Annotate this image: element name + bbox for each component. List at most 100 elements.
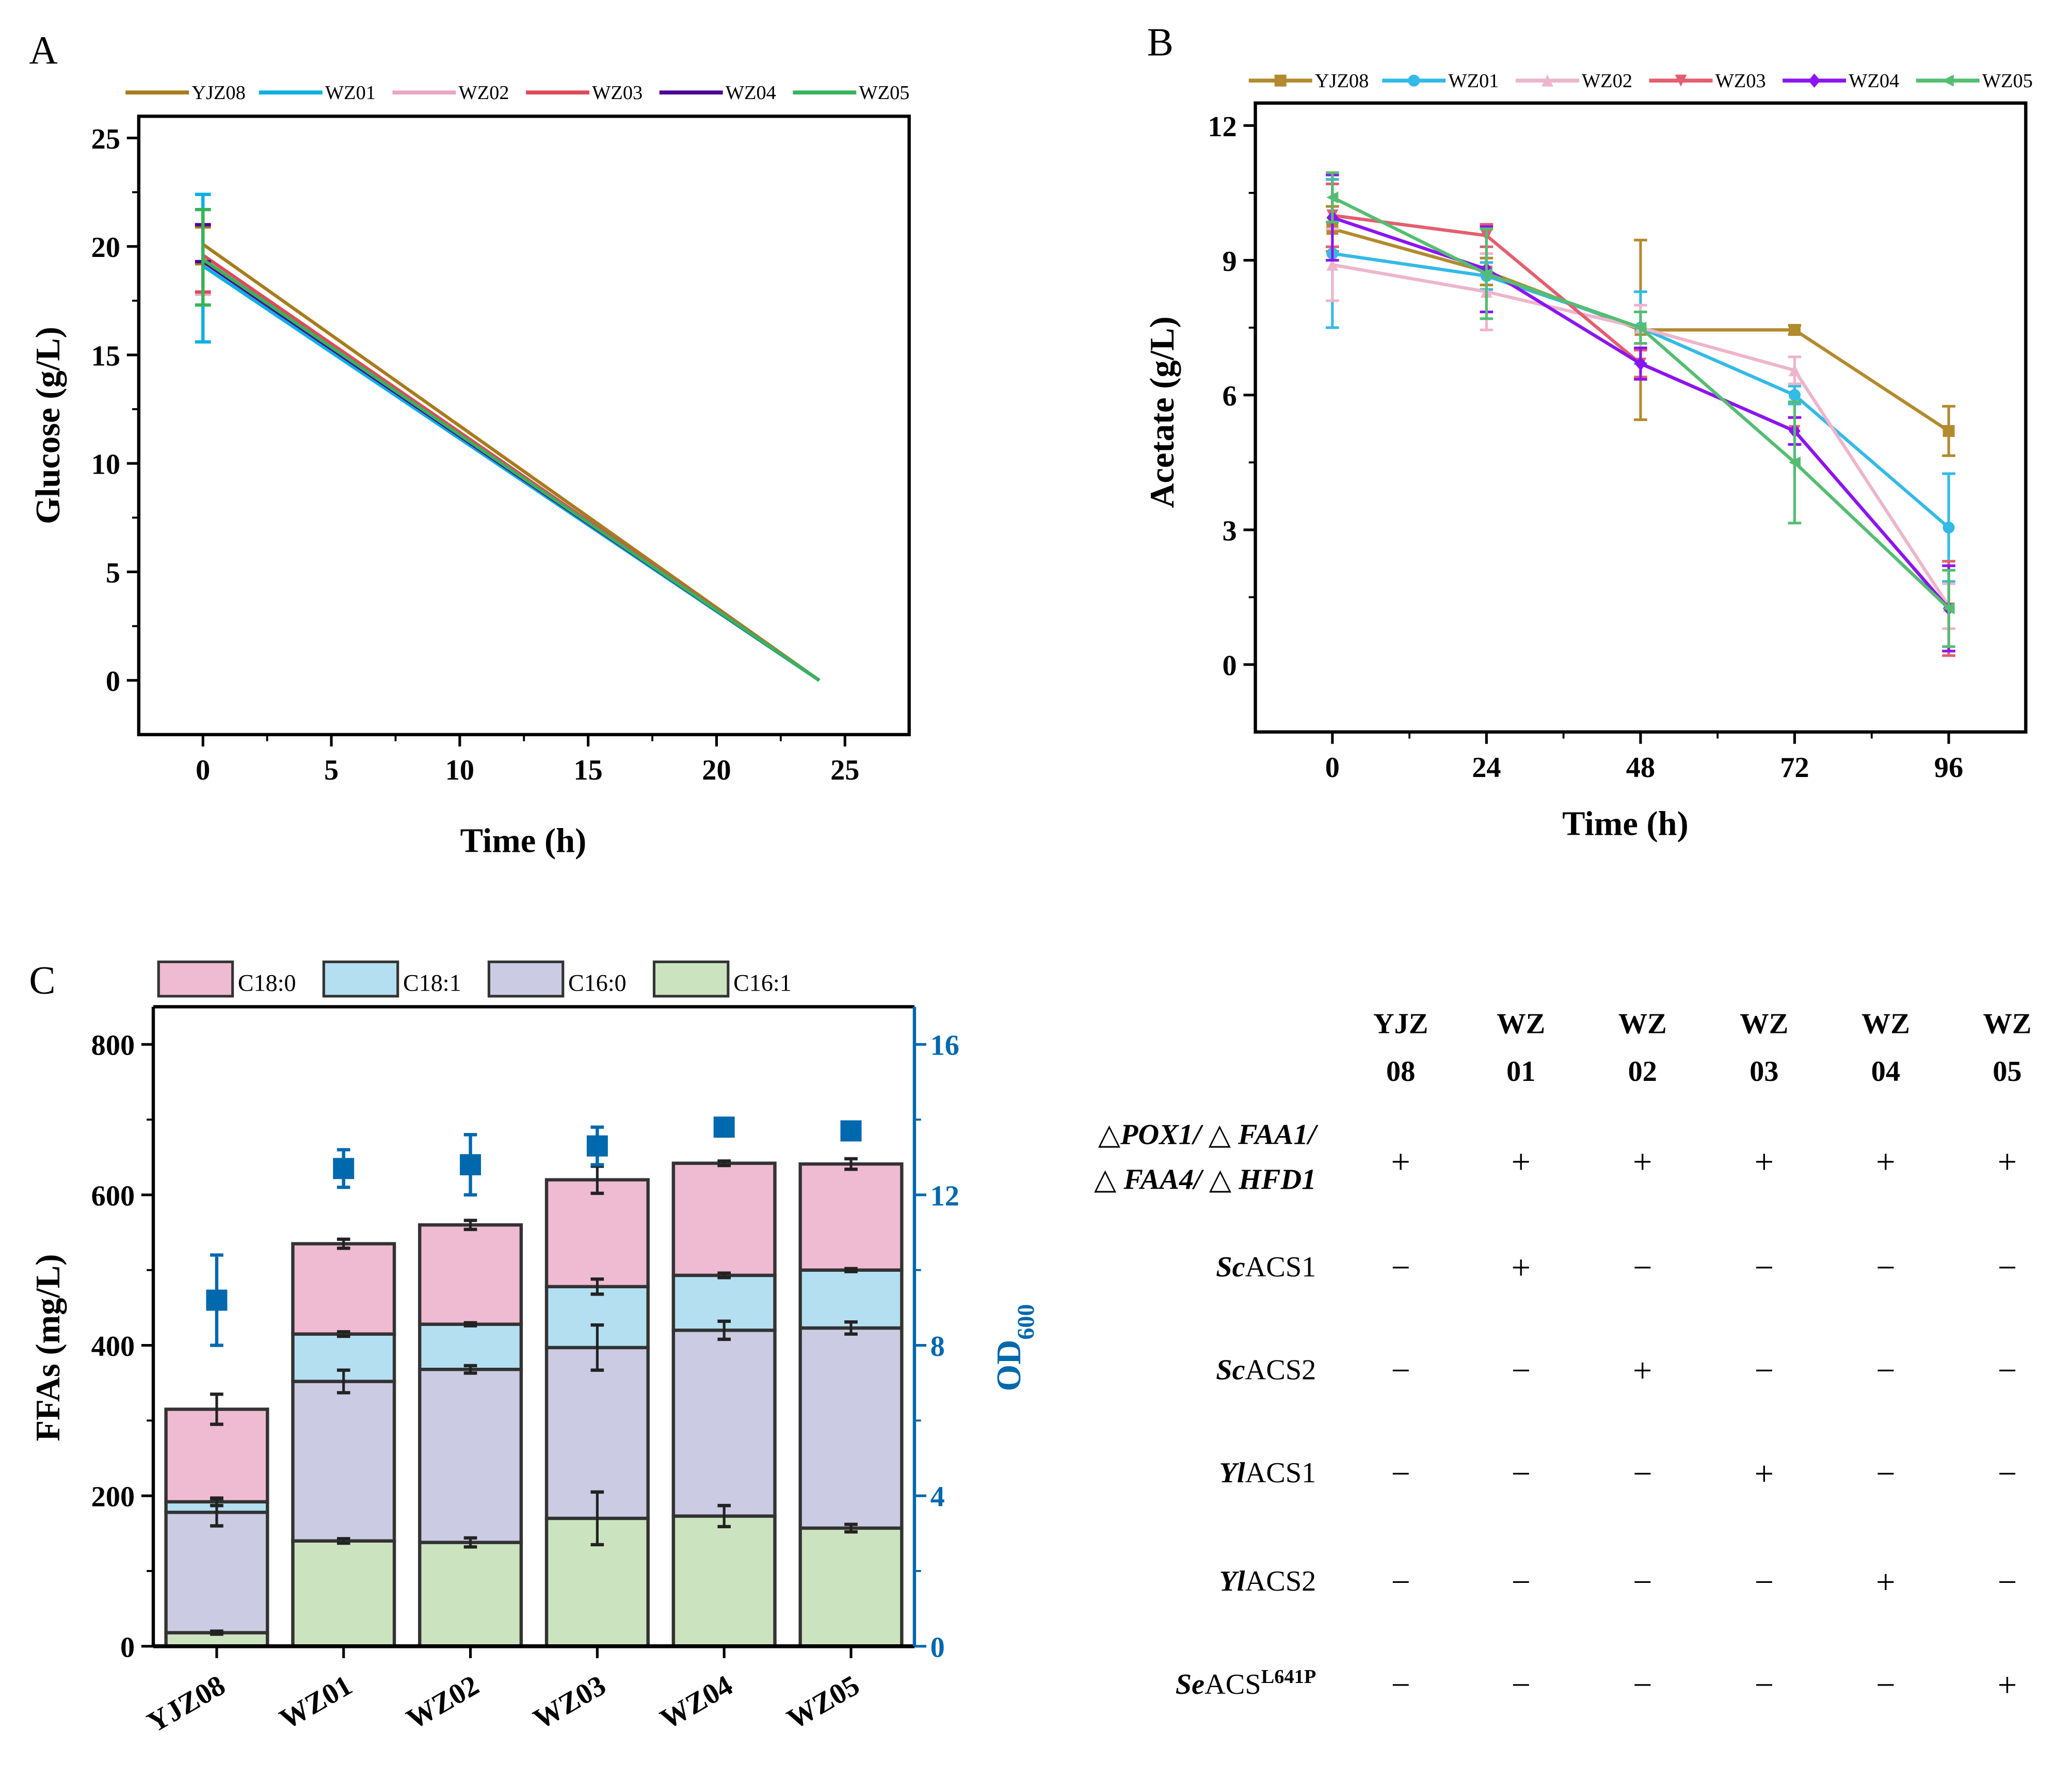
od-subscript: 600 — [1012, 1304, 1038, 1340]
legend-label-wz05: WZ05 — [1982, 70, 2033, 92]
legend-label-c18-0: C18:0 — [238, 970, 296, 996]
minus-cell: − — [1876, 1352, 1896, 1390]
od-marker — [460, 1154, 481, 1176]
legend-marker-wz01 — [1408, 74, 1420, 87]
minus-cell: − — [1633, 1455, 1652, 1493]
od-label: OD — [990, 1340, 1028, 1391]
bar-segment-c16-1 — [291, 1539, 396, 1648]
legend-swatch-c18-1 — [322, 960, 399, 998]
x-tick-label: WZ03 — [528, 1669, 611, 1736]
bar-segment-c18-0 — [544, 1178, 650, 1288]
row-label: ScACS1 — [1216, 1251, 1316, 1283]
minus-cell: − — [1998, 1352, 2017, 1390]
column-header-line2: 01 — [1506, 1056, 1535, 1088]
x-tick-label: 96 — [1934, 752, 1963, 784]
data-point — [1634, 321, 1647, 334]
plot-frame-a — [137, 115, 911, 737]
data-point — [1789, 456, 1801, 468]
od-marker — [840, 1120, 862, 1142]
row-label: SeACSL641P — [1176, 1666, 1316, 1701]
bar-segment-c18-0 — [798, 1162, 904, 1272]
minus-cell: − — [1391, 1666, 1410, 1704]
minus-cell: − — [1876, 1249, 1896, 1287]
row-label: YlACS1 — [1219, 1457, 1316, 1489]
od-marker — [586, 1135, 608, 1157]
table-row: ScACS2 − − + − − − — [1216, 1352, 2017, 1390]
x-axis-title-b: Time (h) — [1562, 805, 1689, 843]
y-tick-label: 0 — [1223, 650, 1237, 682]
bar-stack-wz04 — [671, 1116, 777, 1648]
column-header-line1: YJZ — [1373, 1008, 1428, 1040]
series-wz05 — [1326, 171, 1955, 648]
legend-swatch-c16-1 — [652, 960, 730, 998]
minus-cell: − — [1633, 1666, 1652, 1704]
row-label-species: Yl — [1219, 1565, 1245, 1597]
legend-label-wz04: WZ04 — [1849, 70, 1899, 92]
plus-cell: + — [1876, 1563, 1896, 1601]
panel-a-glucose-chart: A YJZ08 WZ01 WZ02 WZ03 WZ04 WZ05 0 5 10 15 20 25 0 5… — [29, 28, 911, 860]
od-marker — [333, 1158, 355, 1179]
panel-b-acetate-chart: B YJZ08 WZ01 WZ02 WZ03 WZ04 WZ05 0 24 48 72 96 0 3 6… — [1144, 21, 2033, 843]
bar-segment-c18-0 — [671, 1161, 777, 1277]
data-point — [1634, 356, 1647, 371]
table-row: YlACS2 − − − − + − — [1219, 1563, 2017, 1601]
row-label-species: Yl — [1219, 1457, 1245, 1489]
y-tick-label: 400 — [91, 1331, 135, 1363]
x-tick-label: YJZ08 — [142, 1669, 231, 1739]
bar-segment-c16-0 — [671, 1329, 777, 1518]
legend-label-c16-1: C16:1 — [733, 970, 792, 996]
plus-cell: + — [1391, 1143, 1410, 1181]
y-tick-label: 10 — [91, 449, 120, 481]
plot-area-a — [195, 192, 821, 682]
row-label-line1: △POX1/ △ FAA1/ — [1098, 1119, 1319, 1151]
bar-segment-c16-1 — [798, 1526, 904, 1648]
series-wz03 — [195, 223, 821, 682]
column-header-line1: WZ — [1618, 1008, 1667, 1040]
row-label-species: Se — [1176, 1669, 1204, 1701]
x-tick-label: 5 — [324, 754, 339, 786]
data-point — [1789, 364, 1801, 377]
row-label-gene: ACS2 — [1245, 1354, 1316, 1386]
data-point — [1789, 389, 1801, 401]
column-header-line2: 08 — [1386, 1056, 1415, 1088]
x-tick-label: WZ02 — [401, 1669, 484, 1736]
axes-b: 0 24 48 72 96 0 3 6 9 12 — [1208, 111, 1963, 784]
bar-segment-c16-0 — [291, 1380, 396, 1543]
minus-cell: − — [1755, 1666, 1774, 1704]
bar-segment-c18-1 — [418, 1322, 523, 1371]
panel-label-a: A — [29, 28, 57, 72]
y-axis-title-a: Glucose (g/L) — [29, 327, 67, 524]
legend-label-wz02: WZ02 — [1582, 70, 1632, 92]
row-label: YlACS2 — [1219, 1565, 1316, 1597]
column-header-line2: 04 — [1871, 1056, 1900, 1088]
legend-label-wz02: WZ02 — [459, 82, 509, 104]
minus-cell: − — [1511, 1455, 1531, 1493]
bar-segment-c18-0 — [291, 1242, 396, 1336]
legend-label-c16-0: C16:0 — [568, 970, 627, 996]
row-label-gene: ACS — [1204, 1669, 1261, 1701]
row-label-species: Sc — [1216, 1251, 1245, 1283]
plus-cell: + — [1633, 1143, 1652, 1181]
minus-cell: − — [1511, 1563, 1531, 1601]
column-header-line1: WZ — [1861, 1008, 1910, 1040]
row-label-line2: △ FAA4/ △ HFD1 — [1094, 1164, 1316, 1196]
y-tick-label: 0 — [120, 1631, 135, 1663]
bar-stack-yjz08 — [164, 1253, 269, 1648]
y-right-tick-label: 8 — [930, 1331, 945, 1363]
legend-label-wz05: WZ05 — [859, 82, 909, 104]
y-right-tick-label: 4 — [930, 1481, 945, 1513]
minus-cell: − — [1998, 1249, 2017, 1287]
x-tick-label: 48 — [1626, 752, 1655, 784]
y-axis-right-title-c: OD600 — [990, 1304, 1038, 1391]
row-label: ScACS2 — [1216, 1354, 1316, 1386]
y-tick-label: 3 — [1223, 515, 1237, 547]
minus-cell: − — [1391, 1455, 1410, 1493]
legend-marker-wz03 — [1675, 74, 1687, 87]
minus-cell: − — [1633, 1249, 1652, 1287]
column-header-line2: 02 — [1628, 1056, 1657, 1088]
axes-a: 0 5 10 15 20 25 0 5 10 15 20 25 — [91, 123, 860, 786]
x-tick-label: 15 — [574, 754, 603, 786]
legend-label-yjz08: YJZ08 — [1315, 70, 1369, 92]
x-axis-title-a: Time (h) — [460, 822, 587, 860]
data-point — [1942, 425, 1955, 437]
